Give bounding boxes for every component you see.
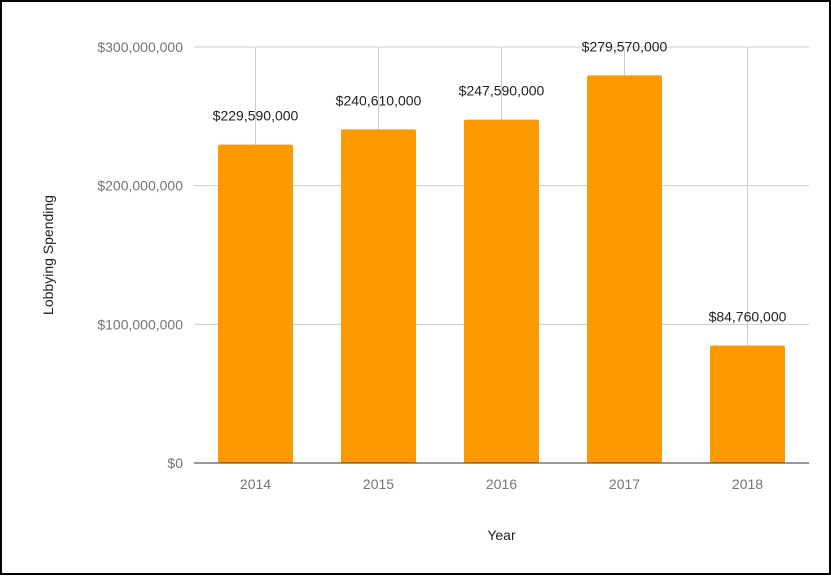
- data-labels: $229,590,000 $240,610,000 $247,590,000 $279…: [213, 38, 787, 324]
- y-tick-label: $200,000,000: [97, 178, 183, 194]
- bar-2016: [464, 119, 539, 463]
- x-axis-title: Year: [487, 527, 516, 543]
- x-tick-label: 2016: [486, 476, 517, 492]
- y-axis-ticks: $0 $100,000,000 $200,000,000 $300,000,000: [97, 39, 183, 471]
- bar-2017: [587, 75, 662, 464]
- x-tick-label: 2014: [240, 476, 271, 492]
- x-tick-label: 2015: [363, 476, 394, 492]
- y-tick-label: $0: [167, 455, 183, 471]
- data-label-2018: $84,760,000: [709, 308, 787, 324]
- bars: [218, 75, 785, 464]
- data-label-2015: $240,610,000: [336, 92, 422, 108]
- y-axis-title: Lobbying Spending: [40, 195, 56, 315]
- data-label-2014: $229,590,000: [213, 108, 299, 124]
- y-tick-label: $300,000,000: [97, 39, 183, 55]
- x-axis-ticks: 2014 2015 2016 2017 2018: [240, 476, 763, 492]
- bar-2014: [218, 144, 293, 463]
- data-label-2017: $279,570,000: [582, 38, 668, 54]
- bar-2015: [341, 129, 416, 463]
- data-label-2016: $247,590,000: [459, 83, 545, 99]
- x-tick-label: 2018: [732, 476, 763, 492]
- y-tick-label: $100,000,000: [97, 316, 183, 332]
- bar-2018: [710, 345, 785, 463]
- x-tick-label: 2017: [609, 476, 640, 492]
